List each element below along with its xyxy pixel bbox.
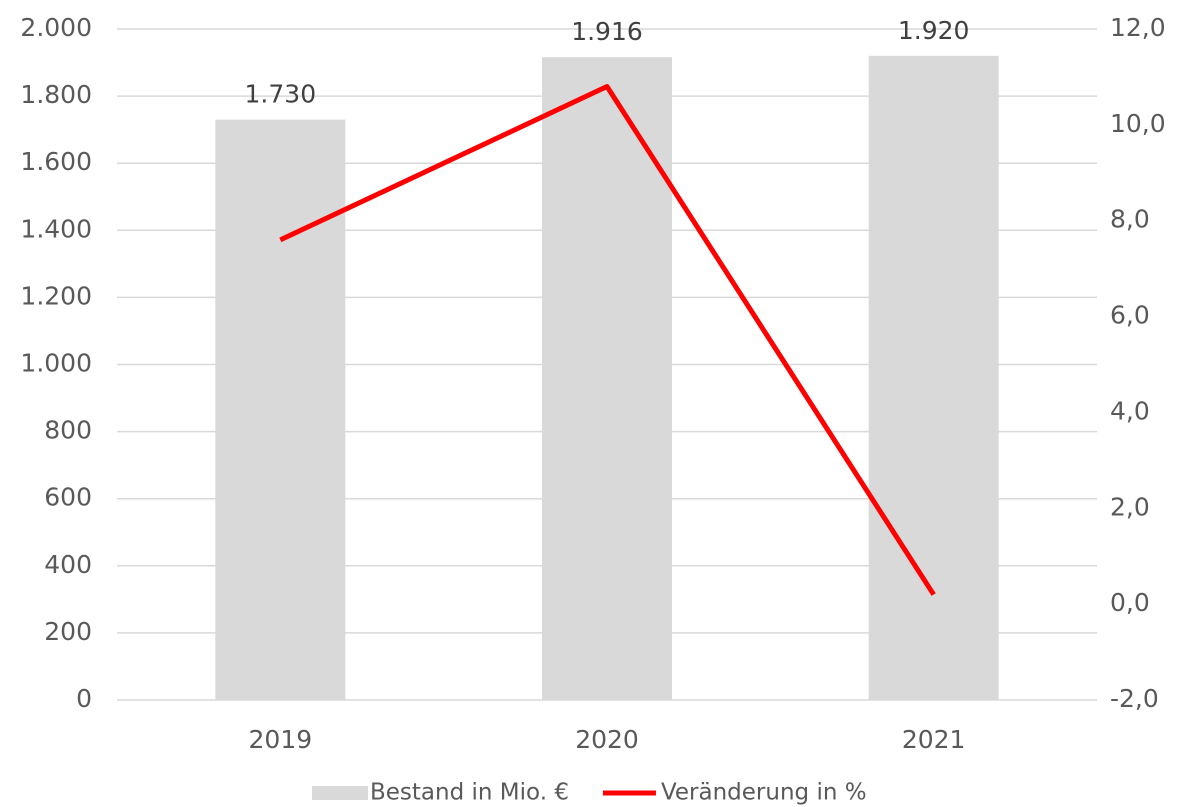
y2-tick-label: -2,0 [1110, 684, 1159, 713]
y2-tick-label: 0,0 [1110, 588, 1150, 617]
x-tick-label: 2020 [575, 725, 639, 754]
legend-swatch [312, 786, 368, 800]
bar [868, 55, 999, 700]
y2-tick-label: 10,0 [1110, 109, 1166, 138]
y2-tick-label: 8,0 [1110, 205, 1150, 234]
y-tick-label: 2.000 [20, 13, 92, 42]
data-label: 1.916 [571, 17, 643, 46]
y2-tick-label: 2,0 [1110, 492, 1150, 521]
y-tick-label: 200 [44, 617, 92, 646]
x-tick-label: 2019 [249, 725, 313, 754]
y-tick-label: 600 [44, 483, 92, 512]
y2-tick-label: 12,0 [1110, 13, 1166, 42]
y-tick-label: 1.400 [20, 214, 92, 243]
legend-label: Bestand in Mio. € [370, 780, 569, 806]
data-label: 1.920 [898, 16, 970, 45]
y2-tick-label: 6,0 [1110, 301, 1150, 330]
y-tick-label: 800 [44, 416, 92, 445]
legend-label: Veränderung in % [661, 780, 867, 806]
y-tick-label: 1.200 [20, 281, 92, 310]
x-tick-label: 2021 [902, 725, 966, 754]
y-tick-label: 400 [44, 550, 92, 579]
y-tick-label: 1.800 [20, 80, 92, 109]
data-label: 1.730 [245, 80, 317, 109]
y-tick-label: 1.600 [20, 147, 92, 176]
y-tick-label: 1.000 [20, 349, 92, 378]
bar [215, 119, 346, 700]
y-tick-label: 0 [76, 684, 92, 713]
line [279, 84, 936, 596]
y2-tick-label: 4,0 [1110, 396, 1150, 425]
bar [542, 57, 672, 700]
